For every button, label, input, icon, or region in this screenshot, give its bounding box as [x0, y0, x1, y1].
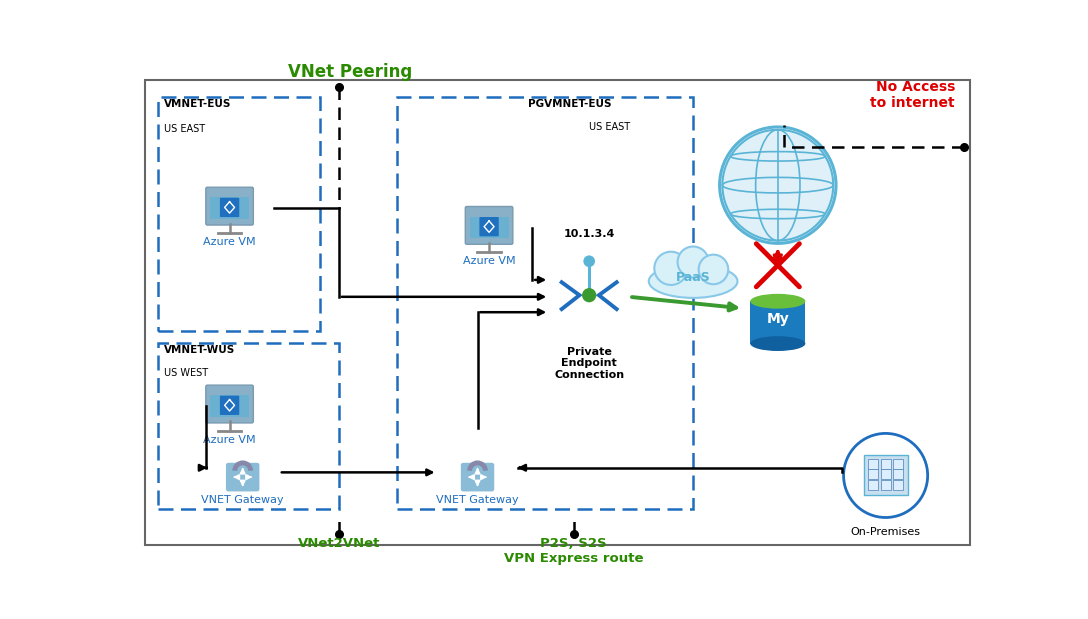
FancyBboxPatch shape — [145, 80, 970, 545]
FancyBboxPatch shape — [881, 480, 891, 490]
Text: VMNET-EUS: VMNET-EUS — [164, 99, 232, 109]
FancyBboxPatch shape — [751, 301, 805, 344]
FancyBboxPatch shape — [461, 463, 494, 491]
FancyBboxPatch shape — [220, 396, 239, 415]
FancyBboxPatch shape — [226, 463, 259, 491]
FancyBboxPatch shape — [158, 97, 320, 331]
Text: P2S, S2S
VPN Express route: P2S, S2S VPN Express route — [504, 537, 643, 565]
FancyBboxPatch shape — [480, 217, 498, 236]
FancyBboxPatch shape — [864, 456, 907, 495]
Text: Azure VM: Azure VM — [203, 435, 256, 444]
FancyBboxPatch shape — [210, 395, 249, 417]
Text: VMNET-WUS: VMNET-WUS — [164, 345, 235, 355]
Text: PaaS: PaaS — [676, 271, 710, 284]
FancyBboxPatch shape — [868, 469, 878, 479]
Text: US EAST: US EAST — [590, 122, 630, 132]
Ellipse shape — [751, 336, 805, 351]
FancyBboxPatch shape — [893, 480, 903, 490]
Text: US EAST: US EAST — [164, 124, 206, 134]
FancyBboxPatch shape — [893, 459, 903, 469]
Circle shape — [582, 288, 596, 302]
FancyBboxPatch shape — [470, 217, 508, 238]
Text: Private
Endpoint
Connection: Private Endpoint Connection — [554, 347, 625, 380]
FancyBboxPatch shape — [868, 480, 878, 490]
Text: VNet2VNet: VNet2VNet — [298, 537, 380, 550]
FancyBboxPatch shape — [868, 459, 878, 469]
FancyBboxPatch shape — [206, 187, 254, 225]
Text: VNET Gateway: VNET Gateway — [201, 495, 284, 505]
FancyBboxPatch shape — [206, 385, 254, 423]
Text: VNET Gateway: VNET Gateway — [436, 495, 519, 505]
FancyBboxPatch shape — [397, 97, 693, 509]
FancyBboxPatch shape — [893, 469, 903, 479]
Circle shape — [843, 433, 928, 517]
Text: Azure VM: Azure VM — [203, 236, 256, 247]
Text: VNet Peering: VNet Peering — [288, 63, 412, 81]
Text: US WEST: US WEST — [164, 368, 208, 378]
Text: No Access
to internet: No Access to internet — [870, 80, 955, 110]
Circle shape — [722, 130, 833, 241]
Circle shape — [654, 252, 688, 285]
Text: On-Premises: On-Premises — [851, 527, 920, 537]
Circle shape — [698, 254, 728, 284]
FancyBboxPatch shape — [881, 459, 891, 469]
FancyBboxPatch shape — [158, 343, 339, 509]
Text: 10.1.3.4: 10.1.3.4 — [564, 229, 615, 239]
FancyBboxPatch shape — [881, 469, 891, 479]
FancyBboxPatch shape — [210, 197, 249, 219]
Text: PGVMNET-EUS: PGVMNET-EUS — [528, 99, 611, 109]
Circle shape — [678, 246, 708, 277]
Circle shape — [583, 256, 595, 267]
FancyBboxPatch shape — [220, 197, 239, 217]
Ellipse shape — [648, 265, 738, 298]
Text: My: My — [766, 313, 789, 326]
Ellipse shape — [751, 294, 805, 309]
FancyBboxPatch shape — [466, 207, 512, 245]
Text: Azure VM: Azure VM — [462, 256, 516, 266]
